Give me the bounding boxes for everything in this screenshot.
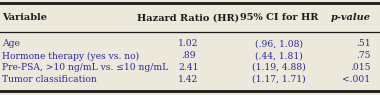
Text: Hormone therapy (yes vs. no): Hormone therapy (yes vs. no) — [2, 51, 139, 61]
Text: Tumor classification: Tumor classification — [2, 74, 97, 84]
Text: (1.17, 1.71): (1.17, 1.71) — [252, 74, 306, 84]
Text: .015: .015 — [350, 63, 370, 72]
Text: Hazard Ratio (HR): Hazard Ratio (HR) — [137, 13, 239, 23]
Text: Pre-PSA, >10 ng/mL vs. ≤10 ng/mL: Pre-PSA, >10 ng/mL vs. ≤10 ng/mL — [2, 63, 168, 72]
Text: Age: Age — [2, 40, 20, 49]
Text: (1.19, 4.88): (1.19, 4.88) — [252, 63, 306, 72]
Text: 2.41: 2.41 — [178, 63, 198, 72]
Text: (.96, 1.08): (.96, 1.08) — [255, 40, 303, 49]
Text: Variable: Variable — [2, 13, 47, 23]
Text: p-value: p-value — [331, 13, 370, 23]
Text: 95% CI for HR: 95% CI for HR — [240, 13, 318, 23]
Text: .75: .75 — [356, 51, 370, 61]
Text: 1.02: 1.02 — [178, 40, 198, 49]
Text: .89: .89 — [181, 51, 195, 61]
Text: <.001: <.001 — [342, 74, 370, 84]
Text: 1.42: 1.42 — [178, 74, 198, 84]
Text: .51: .51 — [356, 40, 370, 49]
Text: (.44, 1.81): (.44, 1.81) — [255, 51, 303, 61]
